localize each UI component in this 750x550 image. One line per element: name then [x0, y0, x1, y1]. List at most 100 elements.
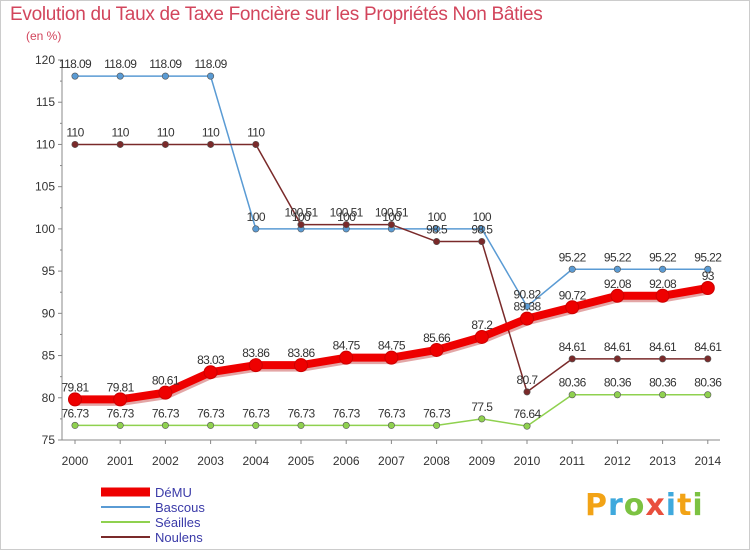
data-label: 110: [202, 125, 220, 139]
y-tick-label: 110: [36, 137, 55, 151]
x-tick-label: 2012: [604, 454, 631, 468]
data-point: [116, 72, 124, 80]
data-label: 98.5: [426, 223, 448, 237]
x-tick-label: 2005: [288, 454, 315, 468]
data-point: [655, 288, 670, 303]
data-label: 100: [292, 210, 311, 224]
data-label: 100: [337, 210, 356, 224]
data-label: 90.82: [513, 287, 541, 301]
data-point: [161, 421, 169, 429]
logo-letter: i: [665, 488, 678, 523]
data-label: 84.61: [694, 340, 722, 354]
data-point: [704, 355, 712, 363]
legend-label: Noulens: [155, 530, 203, 545]
data-point: [474, 329, 489, 344]
data-label: 84.75: [333, 339, 361, 353]
data-label: 76.73: [242, 406, 270, 420]
data-label: 85.66: [423, 331, 451, 345]
data-point: [71, 72, 79, 80]
data-point: [71, 140, 79, 148]
data-label: 100: [473, 210, 492, 224]
data-point: [478, 238, 486, 246]
data-point: [613, 265, 621, 273]
data-label: 76.73: [107, 406, 135, 420]
data-point: [478, 225, 486, 233]
y-tick-label: 85: [42, 349, 56, 363]
legend-label: Séailles: [155, 515, 201, 530]
data-label: 95.22: [694, 250, 722, 264]
data-point: [478, 415, 486, 423]
data-point: [704, 391, 712, 399]
x-tick-label: 2010: [514, 454, 541, 468]
data-point: [113, 392, 128, 407]
legend-label: DéMU: [155, 485, 192, 500]
data-label: 110: [66, 125, 84, 139]
data-label: 100.51: [375, 206, 409, 220]
data-label: 83.86: [287, 346, 315, 360]
x-tick-label: 2013: [649, 454, 676, 468]
data-point: [158, 385, 173, 400]
data-point: [568, 265, 576, 273]
data-point: [613, 391, 621, 399]
data-label: 93: [702, 269, 715, 283]
logo-letter: P: [585, 488, 608, 523]
data-label: 80.36: [694, 376, 722, 390]
logo-letter: t: [677, 488, 693, 523]
data-label: 100.51: [330, 206, 364, 220]
data-label: 100.51: [284, 206, 318, 220]
series-line-bascous: [75, 75, 708, 308]
data-label: 118.09: [149, 57, 182, 71]
data-point: [116, 421, 124, 429]
data-label: 80.36: [559, 376, 587, 390]
y-tick-label: 115: [36, 95, 55, 109]
data-label: 90.72: [559, 288, 587, 302]
data-point: [207, 421, 215, 429]
data-label: 76.73: [333, 406, 361, 420]
data-point: [659, 265, 667, 273]
y-tick-label: 75: [42, 433, 56, 447]
data-label: 77.5: [471, 400, 493, 414]
data-label: 80.7: [517, 373, 539, 387]
data-point: [68, 392, 82, 407]
data-label: 84.61: [649, 340, 677, 354]
data-label: 100: [382, 210, 401, 224]
x-tick-label: 2001: [107, 454, 134, 468]
data-point: [297, 221, 305, 229]
data-point: [387, 221, 395, 229]
x-tick-label: 2002: [152, 454, 179, 468]
x-tick-label: 2004: [242, 454, 269, 468]
data-label: 80.36: [604, 376, 632, 390]
data-point: [384, 350, 399, 365]
data-label: 95.22: [649, 250, 677, 264]
data-point: [207, 72, 215, 80]
y-tick-label: 105: [35, 180, 55, 194]
data-point: [704, 265, 712, 273]
data-label: 110: [247, 125, 265, 139]
data-point: [700, 281, 715, 295]
data-label: 118.09: [59, 57, 92, 71]
data-point: [161, 72, 169, 80]
data-point: [523, 388, 531, 396]
y-tick-label: 80: [42, 391, 56, 405]
data-point: [568, 355, 576, 363]
x-tick-label: 2007: [378, 454, 405, 468]
data-point: [71, 421, 79, 429]
logo-letter: i: [692, 488, 704, 523]
data-point: [610, 288, 625, 303]
x-tick-label: 2000: [62, 454, 89, 468]
y-tick-label: 120: [35, 53, 55, 67]
data-point: [387, 421, 395, 429]
data-point: [429, 342, 444, 357]
y-tick-label: 100: [35, 222, 55, 236]
data-label: 76.64: [513, 407, 541, 421]
data-label: 79.81: [61, 380, 89, 394]
data-label: 110: [157, 125, 175, 139]
x-tick-label: 2014: [694, 454, 721, 468]
data-label: 76.73: [197, 406, 225, 420]
data-point: [523, 422, 531, 430]
logo-letter: x: [645, 488, 666, 523]
data-label: 83.03: [197, 353, 225, 367]
proxiti-logo: Proxiti: [585, 488, 704, 523]
data-label: 100: [427, 210, 446, 224]
